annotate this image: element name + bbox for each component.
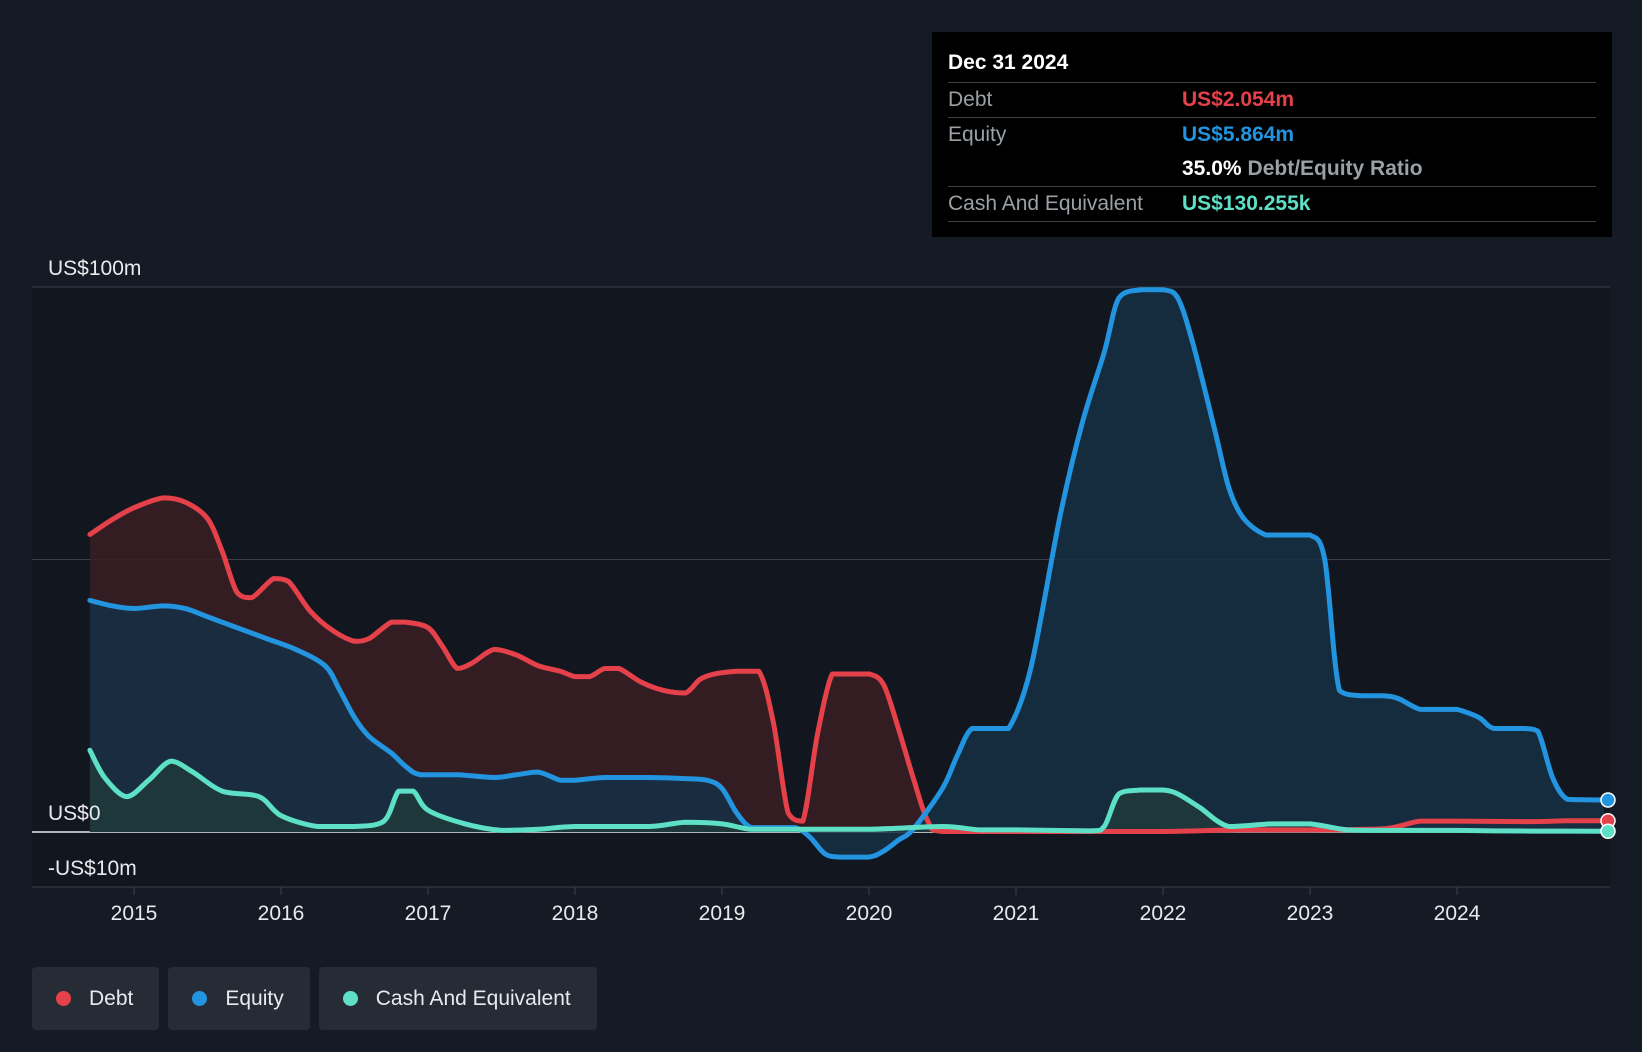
x-tick-label-2022: 2022 [1140,902,1187,925]
line-equity [87,287,1607,860]
end-marker-cash-and-equivalent [1600,823,1616,840]
x-tick-label-2015: 2015 [111,902,158,925]
area-cash-and-equivalent [89,750,1604,832]
legend-dot-cash [342,991,358,1006]
legend-item-cash[interactable]: Cash And Equivalent [318,967,597,1030]
legend-label-debt: Debt [89,986,134,1010]
tooltip-ratio-value: 35.0% [1182,157,1242,180]
x-tick-label-2023: 2023 [1287,902,1334,925]
x-tick-label-2016: 2016 [258,902,305,925]
y-label-2: -US$10m [48,857,137,880]
series-lines [87,287,1607,860]
tooltip-debt-value: US$2.054m [1182,88,1295,111]
tooltip-date: Dec 31 2024 [948,46,1596,83]
legend-label-cash: Cash And Equivalent [375,986,571,1010]
tooltip-equity-value: US$5.864m [1182,123,1295,146]
legend-item-debt[interactable]: Debt [32,967,160,1030]
y-axis-labels: US$100m US$0 -US$10m [48,257,141,880]
series-areas [89,289,1604,858]
tooltip-cash-value: US$130.255k [1182,192,1311,215]
y-label-0: US$100m [48,257,141,280]
area-debt [89,497,1604,832]
tooltip-row-debt: Debt US$2.054m [948,83,1596,118]
tooltip-cash-label: Cash And Equivalent [948,192,1143,215]
tooltip-debt-label: Debt [948,88,993,111]
x-tick-label-2019: 2019 [699,902,746,925]
legend-item-equity[interactable]: Equity [168,967,310,1030]
legend-dot-equity [192,991,208,1006]
line-cash-and-equivalent [87,747,1607,834]
legend: Debt Equity Cash And Equivalent [32,967,597,1030]
x-tick-label-2021: 2021 [993,902,1040,925]
tooltip-ratio-spacer [948,152,1182,186]
tooltip-equity-label: Equity [948,123,1007,146]
legend-label-equity: Equity [225,986,284,1010]
x-tick-label-2020: 2020 [846,902,893,925]
tooltip-row-cash: Cash And Equivalent US$130.255k [948,187,1596,222]
x-axis-ticks: 2015 2016 2017 2018 2019 2020 2021 2022 2023 2024 [111,887,1481,925]
series-end-markers [1600,792,1616,840]
tooltip: Dec 31 2024 Debt US$2.054m Equity US$5.8… [932,32,1612,237]
tooltip-ratio-label: Debt/Equity Ratio [1247,157,1423,180]
tooltip-row-equity: Equity US$5.864m [948,118,1596,152]
tooltip-row-ratio: 35.0% Debt/Equity Ratio [948,152,1596,187]
x-tick-label-2017: 2017 [405,902,452,925]
legend-dot-debt [56,991,71,1006]
area-equity [89,289,1604,858]
x-tick-label-2018: 2018 [552,902,599,925]
end-marker-equity [1600,792,1616,808]
x-tick-label-2024: 2024 [1434,902,1481,925]
y-label-1: US$0 [48,802,101,825]
